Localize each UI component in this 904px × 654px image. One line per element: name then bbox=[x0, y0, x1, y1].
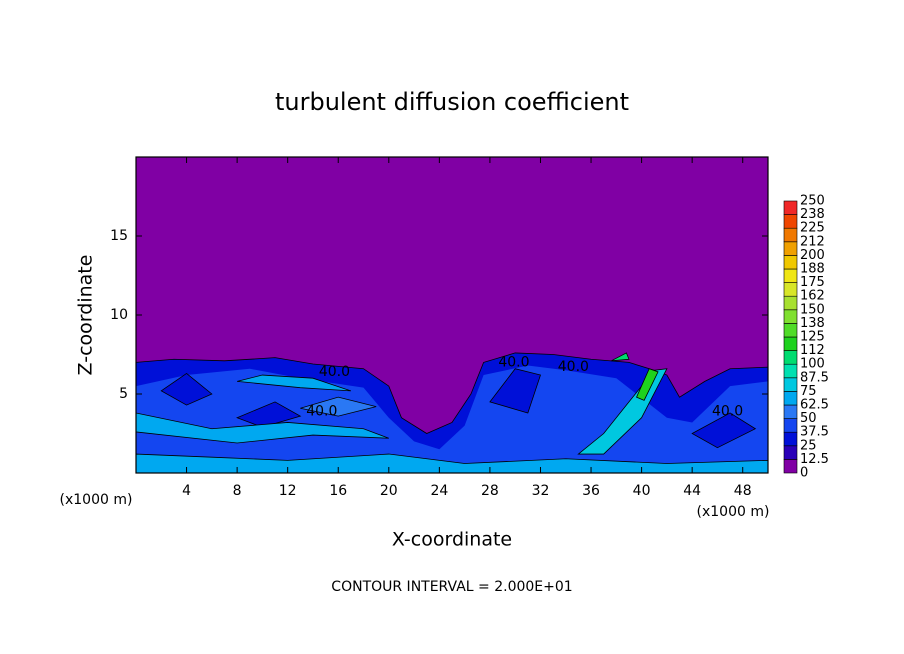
colorbar-swatch bbox=[783, 227, 798, 243]
colorbar-label: 12.5 bbox=[800, 452, 829, 467]
colorbar-label: 188 bbox=[800, 262, 825, 277]
colorbar-label: 125 bbox=[800, 330, 825, 345]
x-tick-label: 16 bbox=[329, 483, 347, 499]
colorbar-swatch bbox=[783, 363, 798, 379]
field-region bbox=[611, 352, 630, 362]
y-tick-label: 5 bbox=[119, 386, 128, 402]
field-region bbox=[691, 412, 757, 449]
contour-label: 40.0 bbox=[498, 354, 529, 370]
footer-note: CONTOUR INTERVAL = 2.000E+01 bbox=[331, 579, 572, 595]
colorbar-label: 250 bbox=[800, 194, 825, 209]
colorbar-label: 112 bbox=[800, 343, 825, 358]
colorbar-swatch bbox=[783, 350, 798, 365]
colorbar-label: 100 bbox=[800, 357, 825, 372]
colorbar-label: 37.5 bbox=[800, 425, 829, 440]
y-unit-label: (x1000 m) bbox=[60, 492, 133, 508]
colorbar-swatch bbox=[783, 377, 798, 392]
field-region bbox=[236, 401, 302, 428]
colorbar-label: 212 bbox=[800, 234, 825, 249]
colorbar-swatch bbox=[783, 295, 798, 311]
colorbar-label: 87.5 bbox=[800, 370, 829, 385]
contour-label: 40.0 bbox=[712, 403, 743, 419]
colorbar-label: 0 bbox=[800, 466, 808, 481]
colorbar-swatch bbox=[783, 282, 798, 297]
colorbar-swatch bbox=[783, 214, 798, 229]
contour-label: 40.0 bbox=[319, 364, 350, 380]
colorbar-swatch bbox=[783, 268, 798, 283]
colorbar-label: 175 bbox=[800, 275, 825, 290]
colorbar-swatch bbox=[783, 431, 798, 447]
x-axis-label: X-coordinate bbox=[392, 529, 512, 551]
y-tick-label: 15 bbox=[110, 228, 128, 244]
colorbar-label: 238 bbox=[800, 207, 825, 222]
colorbar-label: 62.5 bbox=[800, 398, 829, 413]
x-tick-label: 12 bbox=[279, 483, 297, 499]
field-region bbox=[136, 453, 768, 473]
x-tick-label: 28 bbox=[481, 483, 499, 499]
colorbar-label: 138 bbox=[800, 316, 825, 331]
contour-field bbox=[136, 157, 768, 473]
contour-label: 40.0 bbox=[558, 359, 589, 375]
colorbar-swatch bbox=[783, 336, 798, 351]
x-tick-label: 36 bbox=[582, 483, 600, 499]
colorbar-swatch bbox=[783, 391, 798, 406]
x-tick-label: 24 bbox=[430, 483, 448, 499]
colorbar-label: 50 bbox=[800, 411, 817, 426]
contour-label: 40.0 bbox=[306, 403, 337, 419]
x-tick-label: 20 bbox=[380, 483, 398, 499]
colorbar-swatch bbox=[783, 459, 798, 474]
x-unit-label: (x1000 m) bbox=[697, 504, 770, 520]
y-tick-label: 10 bbox=[110, 307, 128, 323]
colorbar-label: 162 bbox=[800, 289, 825, 304]
x-tick-label: 4 bbox=[182, 483, 191, 499]
field-region bbox=[160, 372, 213, 406]
colorbar-label: 225 bbox=[800, 221, 825, 236]
x-tick-label: 32 bbox=[532, 483, 550, 499]
x-tick-label: 40 bbox=[633, 483, 651, 499]
colorbar-swatch bbox=[783, 404, 798, 419]
colorbar-swatch bbox=[783, 445, 798, 460]
field-region bbox=[300, 396, 377, 417]
colorbar-swatch bbox=[783, 200, 798, 215]
colorbar-label: 75 bbox=[800, 384, 817, 399]
x-tick-label: 48 bbox=[734, 483, 752, 499]
colorbar-swatch bbox=[783, 323, 798, 338]
colorbar-label: 25 bbox=[800, 438, 817, 453]
field-region bbox=[636, 368, 659, 401]
colorbar-swatch bbox=[783, 255, 798, 270]
x-tick-label: 8 bbox=[233, 483, 242, 499]
field-region bbox=[136, 412, 389, 444]
x-tick-label: 44 bbox=[683, 483, 701, 499]
colorbar-swatch bbox=[783, 241, 798, 256]
colorbar-label: 200 bbox=[800, 248, 825, 263]
field-region bbox=[237, 374, 352, 392]
colorbar-swatch bbox=[783, 309, 798, 324]
y-axis-label: Z-coordinate bbox=[75, 255, 97, 376]
colorbar-swatch bbox=[783, 418, 798, 433]
colorbar-label: 150 bbox=[800, 302, 825, 317]
field-region bbox=[489, 368, 541, 414]
chart-title: turbulent diffusion coefficient bbox=[275, 88, 629, 116]
